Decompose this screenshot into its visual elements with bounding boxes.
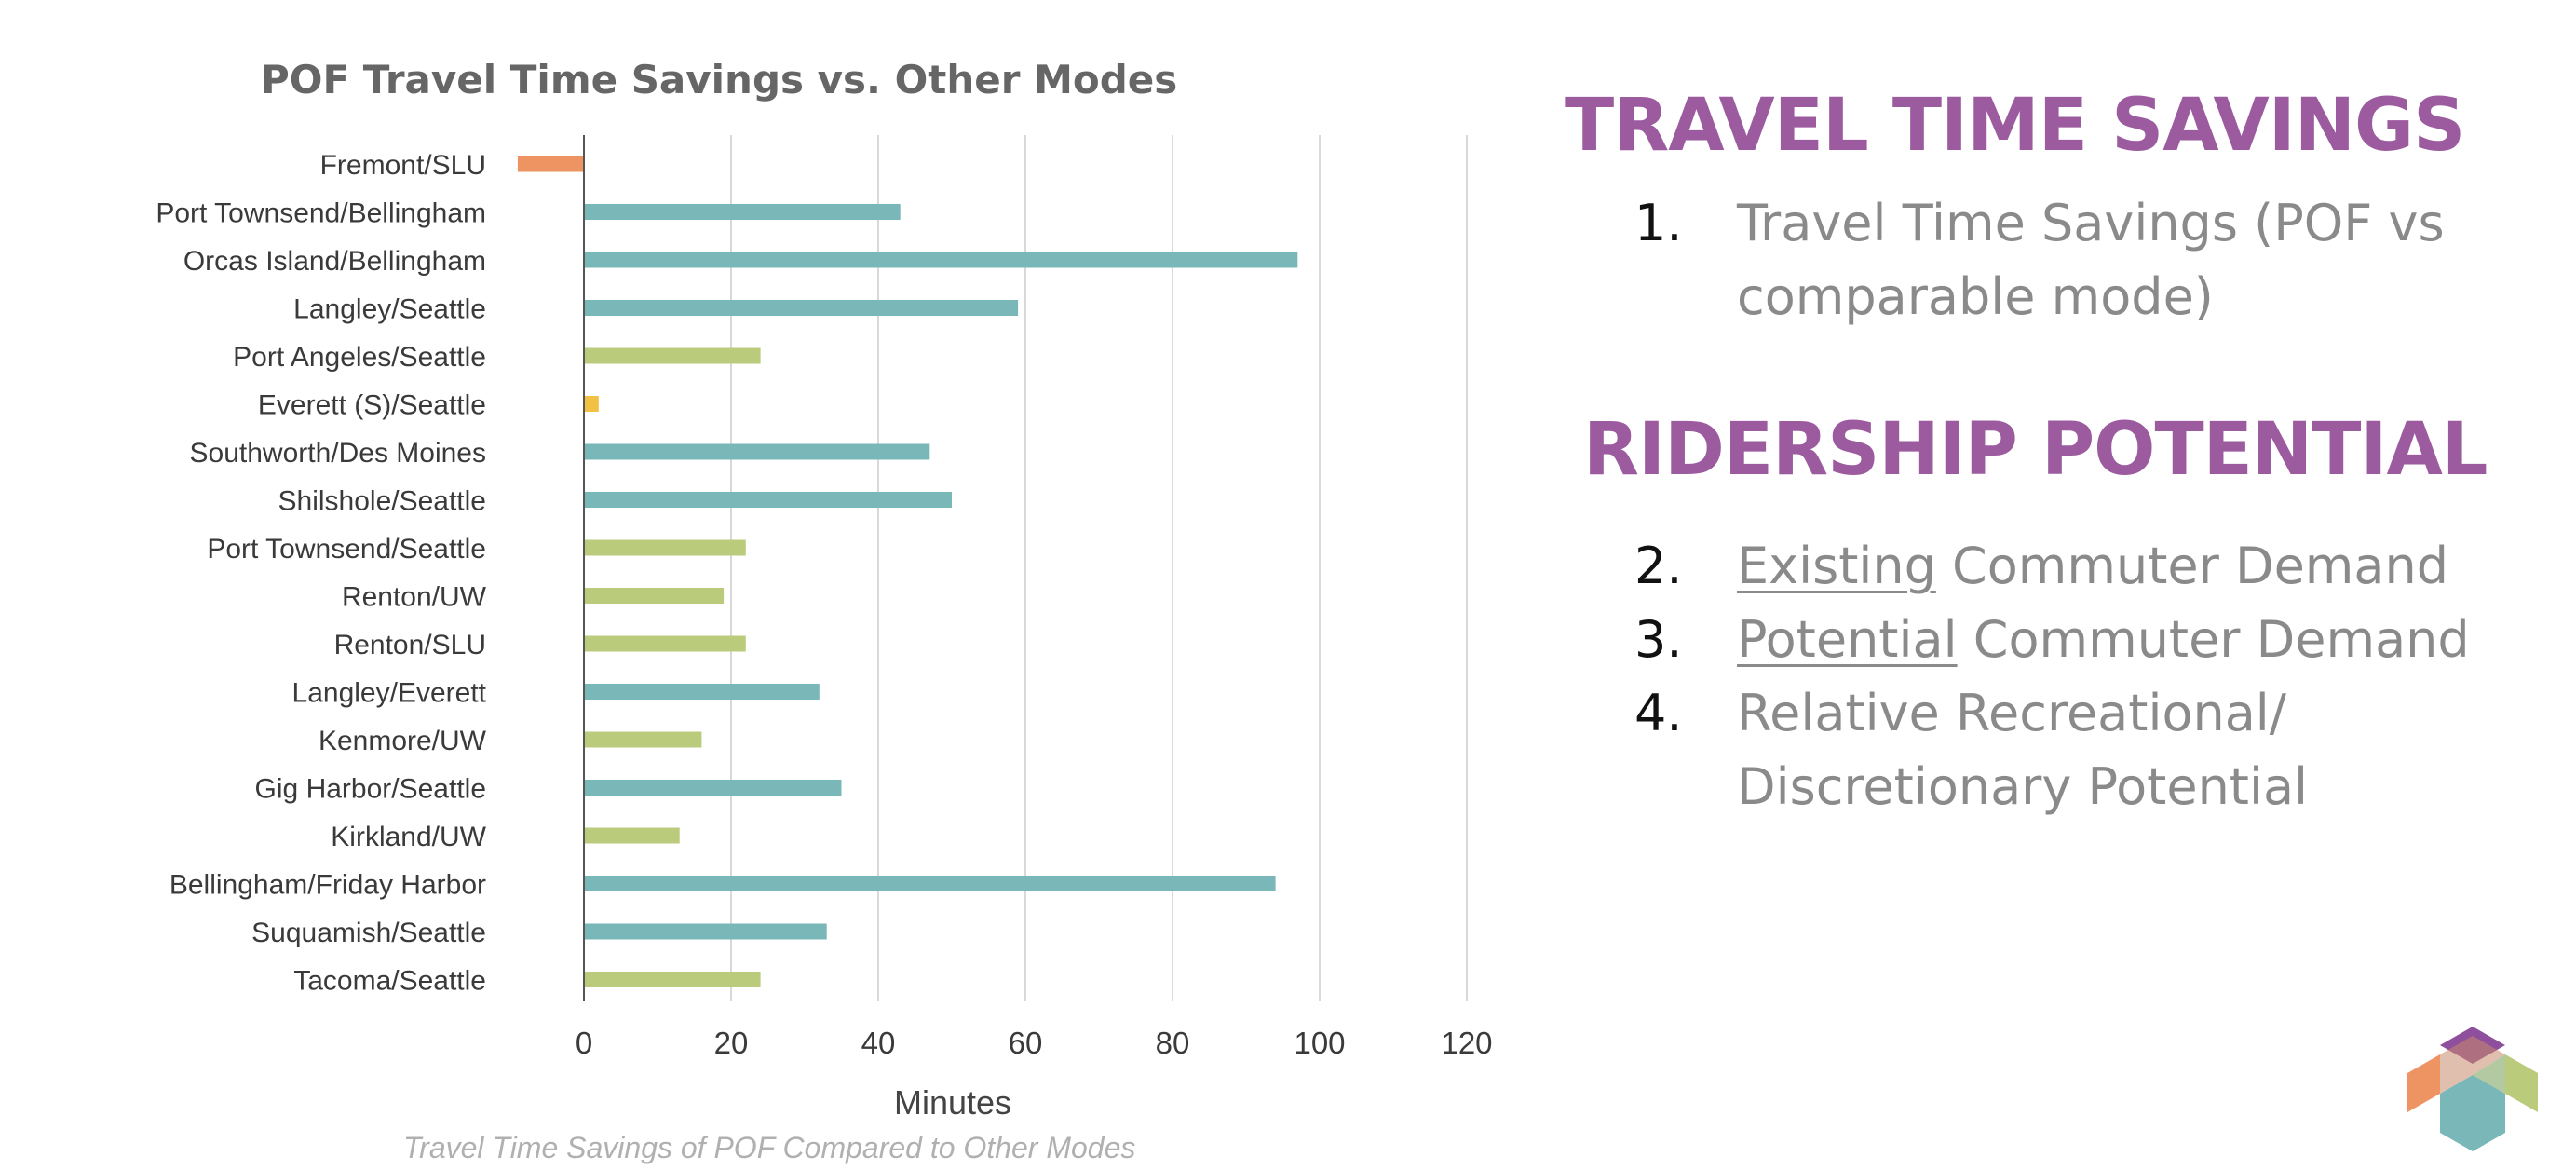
list-text: Potential Commuter Demand — [1737, 603, 2519, 676]
bar — [584, 492, 952, 508]
bar — [584, 684, 820, 700]
bar — [584, 876, 1276, 891]
list-item: 1. Travel Time Savings (POF vs comparabl… — [1634, 186, 2519, 333]
category-label: Renton/UW — [342, 582, 487, 613]
chart-caption: Travel Time Savings of POF Compared to O… — [403, 1131, 1135, 1164]
bar — [584, 300, 1019, 316]
x-tick-labels: 0 20 40 60 80 100 120 — [576, 1026, 1493, 1060]
bar — [584, 539, 746, 556]
category-label: Langley/Seattle — [293, 294, 486, 325]
x-tick-label: 20 — [714, 1026, 749, 1060]
x-tick-label: 120 — [1441, 1026, 1492, 1060]
list-item: 3. Potential Commuter Demand — [1634, 603, 2519, 676]
category-label: Orcas Island/Bellingham — [183, 246, 486, 277]
category-label: Southworth/Des Moines — [190, 438, 487, 469]
x-tick-label: 80 — [1156, 1026, 1190, 1060]
category-label: Renton/SLU — [334, 630, 486, 660]
x-tick-label: 100 — [1294, 1026, 1345, 1060]
chart-title: POF Travel Time Savings vs. Other Modes — [261, 57, 1177, 102]
bar — [584, 635, 746, 652]
x-tick-label: 0 — [576, 1026, 592, 1060]
bar — [584, 588, 725, 604]
bar — [517, 156, 584, 172]
heading-travel-time-savings: TRAVEL TIME SAVINGS — [1565, 84, 2465, 168]
bar — [584, 923, 827, 940]
list-text: Existing Commuter Demand — [1737, 529, 2519, 603]
x-axis-title: Minutes — [894, 1083, 1011, 1122]
category-label: Langley/Everett — [292, 678, 487, 709]
bars — [517, 156, 1298, 987]
category-label: Bellingham/Friday Harbor — [169, 870, 486, 901]
list-number: 2. — [1634, 537, 1683, 595]
bar — [584, 204, 901, 220]
category-label: Port Townsend/Seattle — [207, 534, 486, 565]
underlined-word: Existing — [1737, 537, 1936, 595]
category-label: Port Angeles/Seattle — [233, 342, 486, 373]
category-label: Kenmore/UW — [319, 726, 487, 756]
category-label: Suquamish/Seattle — [251, 918, 486, 948]
category-label: Port Townsend/Bellingham — [156, 198, 486, 229]
category-label: Gig Harbor/Seattle — [255, 774, 486, 805]
x-tick-label: 40 — [861, 1026, 896, 1060]
bar — [584, 827, 680, 844]
ridership-list: 2. Existing Commuter Demand 3. Potential… — [1634, 529, 2519, 823]
bar — [584, 731, 702, 748]
bar — [584, 252, 1298, 268]
category-label: Fremont/SLU — [320, 150, 486, 181]
heading-ridership-potential: RIDERSHIP POTENTIAL — [1583, 408, 2488, 492]
category-label: Everett (S)/Seattle — [258, 390, 486, 421]
list-text-rest: Commuter Demand — [1935, 537, 2448, 595]
gridlines — [730, 135, 1468, 1001]
list-text-rest: Commuter Demand — [1957, 610, 2470, 669]
bar — [584, 347, 761, 364]
list-text: Relative Recreational/ Discretionary Pot… — [1737, 684, 2309, 816]
list-item: 4. Relative Recreational/ Discretionary … — [1634, 676, 2519, 823]
list-number: 1. — [1634, 194, 1683, 252]
list-text: Travel Time Savings (POF vs comparable m… — [1737, 194, 2445, 326]
category-label: Shilshole/Seattle — [278, 486, 486, 517]
bar — [584, 780, 842, 796]
x-tick-label: 60 — [1009, 1026, 1043, 1060]
travel-time-list: 1. Travel Time Savings (POF vs comparabl… — [1634, 186, 2519, 333]
list-number: 4. — [1634, 684, 1683, 742]
chart: POF Travel Time Savings vs. Other Modes … — [156, 57, 1493, 1164]
list-item: 2. Existing Commuter Demand — [1634, 529, 2519, 603]
bar — [584, 443, 930, 460]
category-label: Kirkland/UW — [331, 822, 486, 852]
category-labels: Fremont/SLU Port Townsend/Bellingham Orcas… — [156, 150, 486, 997]
list-number: 3. — [1634, 610, 1683, 669]
bar — [584, 972, 761, 987]
category-label: Tacoma/Seattle — [293, 966, 486, 997]
cube-logo-icon — [2407, 1027, 2538, 1151]
underlined-word: Potential — [1737, 610, 1958, 669]
bar — [584, 396, 599, 412]
